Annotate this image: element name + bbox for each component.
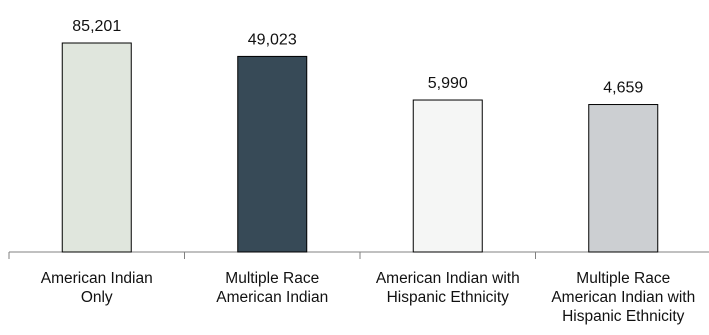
data-label: 85,201: [72, 18, 121, 35]
x-axis-tick-label: Only: [81, 289, 113, 306]
x-axis-tick-label: Hispanic Ethnicity: [387, 289, 510, 306]
bar: [237, 55, 308, 253]
x-axis-ticks: [8, 252, 536, 259]
data-label: 49,023: [248, 31, 297, 48]
x-axis-tick-label: American Indian with: [376, 270, 520, 287]
x-axis-tick-label: American Indian: [41, 270, 153, 287]
x-axis-tick-label: American Indian: [216, 289, 328, 306]
data-label: 5,990: [428, 75, 468, 92]
bars: [61, 42, 659, 253]
bar: [61, 42, 132, 253]
x-axis-tick-label: American Indian with: [551, 289, 695, 306]
x-axis-tick-label: Multiple Race: [225, 270, 319, 287]
data-label: 4,659: [603, 80, 643, 97]
x-axis-tick-labels: American Indian Only Multiple Race American…: [41, 270, 695, 325]
x-axis-tick-label: Multiple Race: [576, 270, 670, 287]
data-labels: 85,201 49,023 5,990 4,659: [72, 18, 643, 97]
bar: [588, 104, 659, 253]
bar: [412, 99, 483, 253]
x-axis-tick-label: Hispanic Ethnicity: [562, 308, 685, 325]
